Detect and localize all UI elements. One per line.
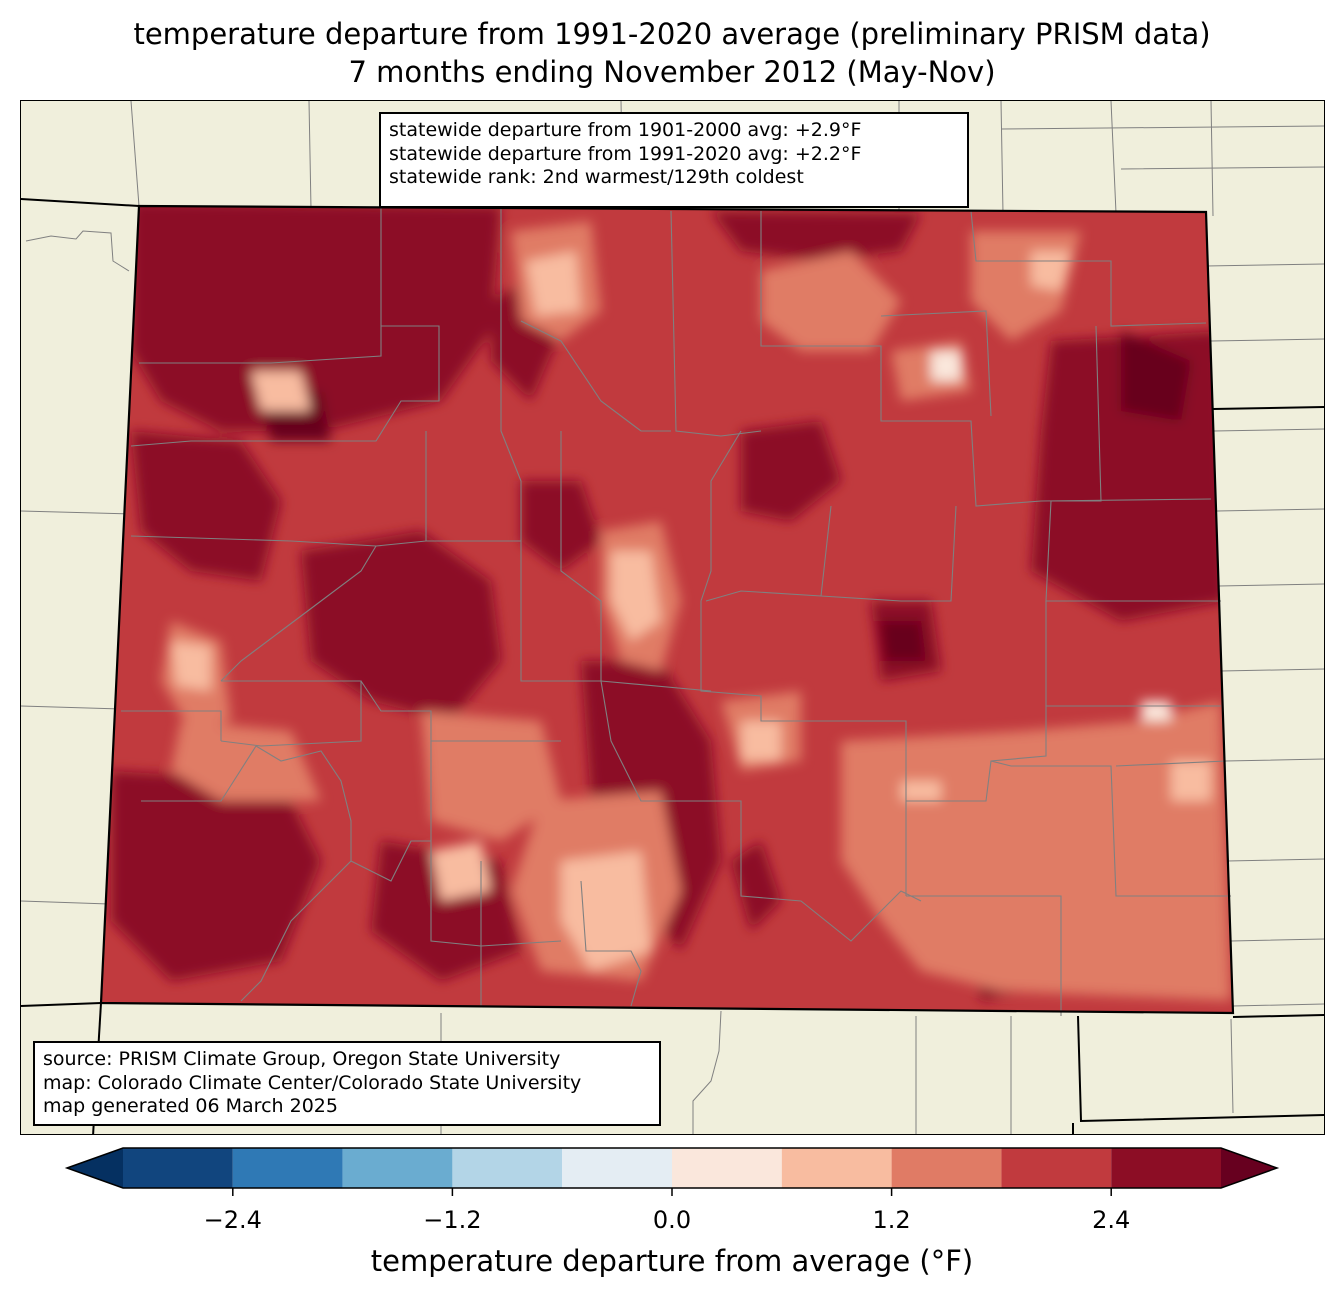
colorbar-segments [64,1147,1280,1189]
map-canvas [21,101,1324,1134]
generated-date-line: map generated 06 March 2025 [43,1095,338,1117]
colorbar-underflow-arrow [67,1148,123,1188]
map-title-line-2: 7 months ending November 2012 (May-Nov) [348,55,996,89]
colorbar-label: temperature departure from average (°F) [370,1244,974,1278]
colorbar-tick-label: 2.4 [1092,1206,1131,1234]
colorbar-tick-label: 0.0 [652,1206,692,1234]
colorbar-segment [672,1148,782,1188]
colorbar-segment [781,1148,892,1188]
temperature-departure-field [101,206,1233,1013]
colorado-state-boundary [99,204,1235,1015]
statewide-stats-box: statewide departure from 1901-2000 avg: … [379,112,969,208]
colorbar-tick-label: 1.2 [872,1206,911,1234]
county-boundaries [121,206,1231,1016]
map-title-line-1: temperature departure from 1991-2020 ave… [133,17,1211,51]
colorbar-segment [1001,1148,1112,1188]
colorbar-overflow-arrow [1221,1148,1277,1188]
colorbar-tick-label: −2.4 [203,1206,262,1234]
stats-line-departure-1901-2000: statewide departure from 1901-2000 avg: … [389,119,862,141]
source-credits-box: source: PRISM Climate Group, Oregon Stat… [33,1041,661,1126]
colorbar-segment [232,1148,343,1188]
colorbar-outline [64,1147,1280,1189]
colorbar-segment [123,1148,233,1188]
map-panel: statewide departure from 1901-2000 avg: … [20,100,1325,1135]
colorbar-segment [562,1148,672,1188]
stats-line-rank: statewide rank: 2nd warmest/129th coldes… [389,166,804,188]
colorbar-segment [891,1148,1002,1188]
map-credit-line: map: Colorado Climate Center/Colorado St… [43,1071,582,1094]
source-line: source: PRISM Climate Group, Oregon Stat… [43,1048,561,1070]
colorbar-segment [342,1148,453,1188]
colorbar-ticks [232,1188,1112,1196]
colorbar-segment [452,1148,563,1188]
colorbar-tick-label: −1.2 [423,1206,482,1234]
colorbar [64,1147,1280,1196]
colorbar-segment [1111,1148,1221,1188]
stats-line-departure-1991-2020: statewide departure from 1991-2020 avg: … [389,142,862,165]
